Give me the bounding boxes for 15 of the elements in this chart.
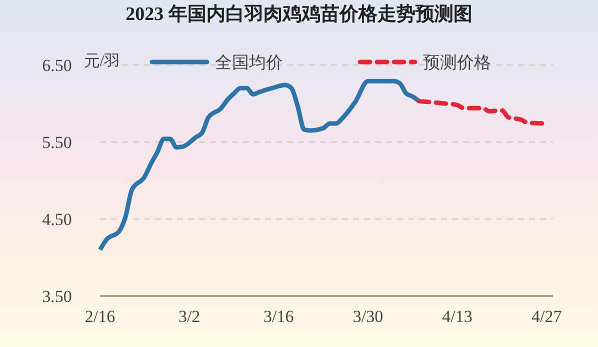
y-tick-label: 3.50 — [42, 286, 72, 306]
y-tick-label: 5.50 — [42, 132, 72, 152]
y-tick-label: 4.50 — [42, 210, 72, 229]
x-tick-label: 3/30 — [352, 307, 384, 326]
y-axis-title: 元/羽 — [84, 53, 120, 70]
y-tick-label: 6.50 — [42, 56, 72, 75]
x-tick-label: 3/16 — [264, 307, 294, 326]
x-tick-label: 4/27 — [532, 307, 562, 326]
chart-title: 2023 年国内白羽肉鸡鸡苗价格走势预测图 — [126, 3, 472, 25]
x-tick-label: 3/2 — [178, 307, 200, 326]
legend-label: 预测价格 — [423, 52, 491, 72]
x-tick-label: 4/13 — [442, 307, 472, 326]
x-tick-label: 2/16 — [84, 307, 116, 326]
line-series — [98, 78, 422, 252]
legend-label: 全国均价 — [215, 52, 283, 72]
